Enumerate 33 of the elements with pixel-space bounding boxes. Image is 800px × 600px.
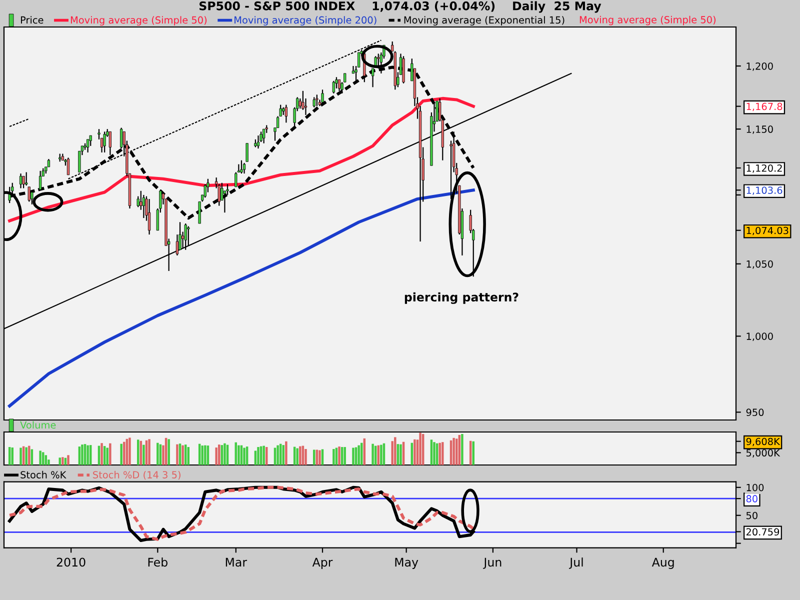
y-tick-label: 5,000K	[746, 449, 780, 458]
y-tick-label: 100	[746, 484, 764, 492]
x-tick-label: Apr	[312, 558, 333, 569]
y-tick-label: 1,074.03	[746, 226, 788, 236]
y-tick-label: 950	[746, 408, 764, 416]
y-tick-label: 9,608K	[746, 438, 780, 446]
legend-label: Price	[20, 16, 44, 24]
y-tick-label: 1,167.8	[746, 102, 782, 112]
legend-label: Stoch %K	[20, 470, 66, 478]
annotation: piercing pattern?	[404, 292, 518, 304]
legend-label: Moving average (Exponential 15)	[404, 16, 564, 26]
y-tick-label: 50	[746, 512, 758, 520]
x-tick-label: May	[395, 558, 418, 569]
legend-label: Moving average (Simple 50)	[70, 16, 207, 26]
x-tick-label: Mar	[226, 558, 248, 567]
text: Moving average (Simple 50)	[580, 16, 716, 26]
x-tick-label: Jun	[483, 558, 502, 569]
x-tick-label: Aug	[652, 558, 674, 569]
y-tick-label: 20.759	[746, 528, 780, 536]
y-tick-label: 1,000	[746, 332, 773, 341]
y-tick-label: 1,050	[746, 260, 773, 269]
chart-title: SP500 - S&P 500 INDEX 1,074.03 (+0.04%) Daily 25 May	[199, 1, 602, 13]
y-tick-label: 1,103.6	[746, 186, 782, 195]
legend-label: Stoch %D (14 3 5)	[93, 470, 180, 480]
x-tick-label: Feb	[148, 558, 168, 567]
legend-label: Volume	[20, 421, 56, 429]
y-tick-label: 80	[746, 495, 758, 502]
y-tick-label: 1,150	[746, 126, 773, 134]
legend-label: Moving average (Simple 200)	[234, 16, 376, 26]
y-tick-label: 1,200	[746, 62, 773, 71]
y-tick-label: 1,120.2	[746, 164, 782, 173]
x-tick-label: Jul	[569, 558, 583, 569]
x-tick-label: 2010	[56, 558, 86, 567]
